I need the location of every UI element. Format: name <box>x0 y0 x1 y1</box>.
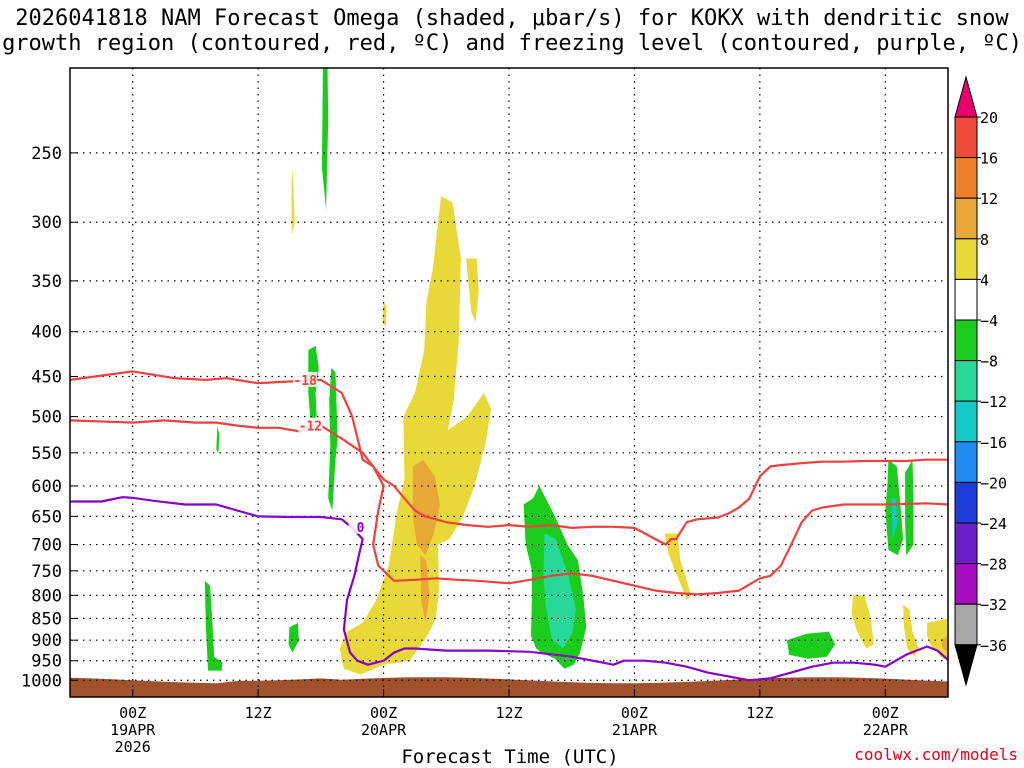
colorbar-label: −36 <box>980 637 1007 655</box>
colorbar-box-0 <box>954 116 978 159</box>
terrain <box>70 677 948 697</box>
y-tick-label: 300 <box>31 213 62 233</box>
x-tick-date: 21APR <box>612 721 658 739</box>
omega-region-15 <box>664 533 691 601</box>
omega-region-1 <box>291 167 295 235</box>
y-tick-label: 950 <box>31 652 62 672</box>
y-tick-label: 850 <box>31 609 62 629</box>
colorbar-label: 20 <box>980 109 998 127</box>
x-tick-date: 20APR <box>361 721 407 739</box>
y-tick-label: 450 <box>31 367 62 387</box>
omega-region-9 <box>382 302 387 327</box>
x-tick-label: 12Z <box>495 704 522 722</box>
omega-region-14 <box>543 533 576 649</box>
omega-region-8 <box>466 258 479 323</box>
colorbar-box-3 <box>954 238 978 280</box>
colorbar-label: −24 <box>980 515 1007 533</box>
omega-region-23 <box>940 635 948 653</box>
omega-region-4 <box>216 425 220 453</box>
contour-label-bg <box>348 518 373 534</box>
omega-region-5 <box>204 580 223 671</box>
x-tick-year: 2026 <box>115 738 151 756</box>
x-tick-label: 12Z <box>746 704 773 722</box>
y-tick-label: 250 <box>31 144 62 164</box>
y-tick-label: 600 <box>31 477 62 497</box>
y-tick-label: 1000 <box>21 671 62 691</box>
x-tick-label: 00Z <box>621 704 648 722</box>
colorbar-arrow-bottom <box>954 644 978 687</box>
y-tick-label: 350 <box>31 272 62 292</box>
plot-area: -18 -12 0 250 300 350 400 450 500 550 600 650 700 750… <box>21 67 949 756</box>
contour-label-minus18: -18 <box>293 374 317 389</box>
x-tick-label: 00Z <box>370 704 397 722</box>
colorbar: 20 16 12 8 4 −4 −8 −12 −16 −20 −24 −28 −32 −36 <box>954 75 1007 687</box>
colorbar-arrow-top <box>954 75 978 118</box>
colorbar-box-11 <box>954 563 978 605</box>
colorbar-box-2 <box>954 197 978 240</box>
omega-region-12 <box>420 555 430 623</box>
omega-region-7 <box>339 196 461 675</box>
colorbar-box-4 <box>954 278 978 321</box>
x-tick-date: 22APR <box>863 721 909 739</box>
omega-region-17 <box>851 595 874 649</box>
colorbar-label: −32 <box>980 596 1007 614</box>
y-tick-label: 650 <box>31 507 62 527</box>
colorbar-label: −8 <box>980 353 998 371</box>
y-tick-label: 750 <box>31 562 62 582</box>
y-tick-label: 500 <box>31 408 62 428</box>
x-tick-label: 00Z <box>119 704 146 722</box>
colorbar-label: 8 <box>980 231 989 249</box>
colorbar-box-10 <box>954 522 978 565</box>
y-tick-label: 700 <box>31 536 62 556</box>
omega-region-22 <box>927 618 948 661</box>
colorbar-label: 16 <box>980 150 998 168</box>
chart-title-line2: growth region (contoured, red, ºC) and f… <box>2 31 1022 56</box>
x-tick-label: 12Z <box>245 704 272 722</box>
chart-title: 2026041818 NAM Forecast Omega (shaded, μ… <box>0 6 1024 56</box>
colorbar-box-5 <box>954 319 978 362</box>
contour-label-bg <box>293 371 318 387</box>
omega-region-6 <box>288 622 299 653</box>
y-tick-label: 800 <box>31 586 62 606</box>
x-tick-date: 19APR <box>110 721 156 739</box>
colorbar-label: −12 <box>980 393 1007 411</box>
contour-label-minus12: -12 <box>299 420 322 435</box>
x-axis-label: Forecast Time (UTC) <box>401 746 619 768</box>
omega-region-0 <box>321 68 329 210</box>
omega-region-21 <box>903 604 919 657</box>
colorbar-label: 4 <box>980 271 989 289</box>
omega-region-20 <box>891 498 898 540</box>
colorbar-box-6 <box>954 360 978 402</box>
omega-region-3 <box>328 367 338 511</box>
contour-line-0 <box>70 496 948 682</box>
omega-region-19 <box>905 459 914 556</box>
plot-frame <box>69 67 949 698</box>
x-tick-label: 00Z <box>872 704 899 722</box>
contour-line-minus12 <box>70 419 948 596</box>
y-tick-label: 400 <box>31 323 62 343</box>
colorbar-box-8 <box>954 441 978 483</box>
colorbar-box-7 <box>954 400 978 443</box>
colorbar-label: −28 <box>980 556 1007 574</box>
colorbar-box-12 <box>954 603 978 646</box>
colorbar-label: −16 <box>980 434 1007 452</box>
colorbar-label: −20 <box>980 474 1007 492</box>
contour-label-bg <box>298 417 323 433</box>
watermark[interactable]: coolwx.com/models <box>854 745 1018 764</box>
omega-region-16 <box>787 631 836 659</box>
colorbar-label: 12 <box>980 190 998 208</box>
colorbar-label: −4 <box>980 312 998 330</box>
colorbar-box-9 <box>954 481 978 524</box>
contour-line-minus18 <box>70 370 948 546</box>
chart-title-line1: 2026041818 NAM Forecast Omega (shaded, μ… <box>15 6 1009 31</box>
omega-region-11 <box>412 459 440 556</box>
colorbar-box-1 <box>954 157 978 199</box>
plot-content: -18 -12 0 <box>70 68 948 697</box>
contour-label-0: 0 <box>357 521 365 536</box>
y-tick-label: 900 <box>31 631 62 651</box>
y-tick-label: 550 <box>31 444 62 464</box>
